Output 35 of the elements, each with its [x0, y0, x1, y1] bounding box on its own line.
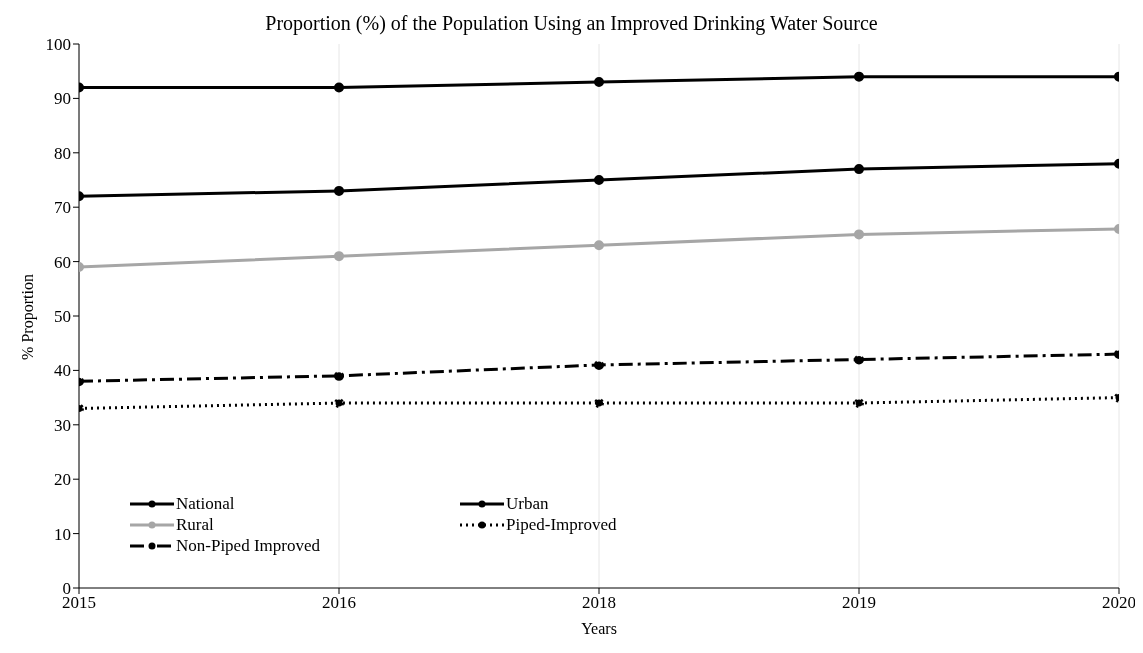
point — [334, 82, 344, 93]
y-tick-label: 60 — [54, 252, 71, 272]
y-tick-label: 80 — [54, 143, 71, 163]
point — [334, 185, 344, 196]
point — [594, 77, 604, 88]
point — [594, 240, 604, 251]
legend-label: Rural — [176, 514, 214, 535]
y-tick-label: 70 — [54, 198, 71, 218]
legend-label: Piped-Improved — [506, 514, 617, 535]
point — [854, 354, 864, 365]
x-tick-label: 2020 — [1102, 593, 1136, 613]
point — [854, 229, 864, 240]
x-tick-label: 2015 — [62, 593, 96, 613]
y-tick-label: 20 — [54, 470, 71, 490]
point — [334, 251, 344, 262]
x-tick-label: 2016 — [322, 593, 356, 613]
x-tick-label: 2019 — [842, 593, 876, 613]
legend-label: National — [176, 493, 235, 514]
y-tick-label: 30 — [54, 415, 71, 435]
point — [854, 71, 864, 82]
x-tick-label: 2018 — [582, 593, 616, 613]
y-tick-label: 100 — [45, 35, 71, 55]
y-tick-label: 40 — [54, 361, 71, 381]
point — [594, 175, 604, 185]
y-axis-title: % Proportion — [19, 273, 37, 362]
y-tick-label: 10 — [54, 524, 71, 544]
y-tick-label: 50 — [54, 307, 71, 327]
legend-label: Urban — [506, 493, 549, 514]
point — [854, 164, 864, 175]
point — [334, 370, 344, 381]
legend-label: Non-Piped Improved — [176, 535, 321, 556]
point — [594, 359, 604, 370]
x-axis-title: Years — [580, 620, 618, 638]
y-tick-label: 90 — [54, 89, 71, 109]
chart-title: Proportion (%) of the Population Using an Improved Drinking Water Source — [264, 12, 879, 35]
